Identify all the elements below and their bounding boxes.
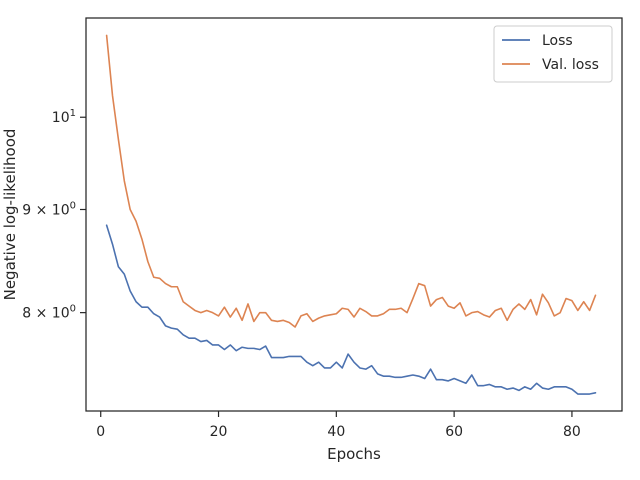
y-tick-exponent: 0 — [70, 304, 76, 315]
y-tick-base: 10 — [52, 110, 70, 126]
x-tick-label: 60 — [445, 424, 463, 440]
y-tick-exponent: 1 — [70, 108, 76, 119]
x-tick-label: 0 — [96, 424, 105, 440]
y-tick-exponent: 0 — [70, 200, 76, 211]
y-tick-base: 9 × 10 — [22, 202, 69, 218]
x-axis-ticks: 0 20 40 60 80 — [96, 411, 581, 440]
y-tick-base: 8 × 10 — [22, 306, 69, 322]
axes-frame — [85, 17, 623, 412]
legend-label-2: Val. loss — [542, 57, 599, 73]
x-tick-label: 40 — [327, 424, 345, 440]
x-axis-label: Epochs — [327, 445, 381, 463]
legend: Loss Val. loss — [493, 25, 613, 83]
series-line-2 — [105, 34, 597, 328]
x-tick-label: 20 — [210, 424, 228, 440]
plot-area — [105, 34, 597, 395]
legend-label-1: Loss — [542, 33, 573, 49]
series-line-1 — [105, 224, 597, 395]
x-tick-label: 80 — [563, 424, 581, 440]
y-tick-label: 8 × 100 — [22, 304, 76, 322]
y-tick-label: 101 — [52, 108, 76, 126]
y-axis-label: Negative log-likelihood — [1, 129, 19, 301]
y-tick-label: 9 × 100 — [22, 200, 76, 218]
